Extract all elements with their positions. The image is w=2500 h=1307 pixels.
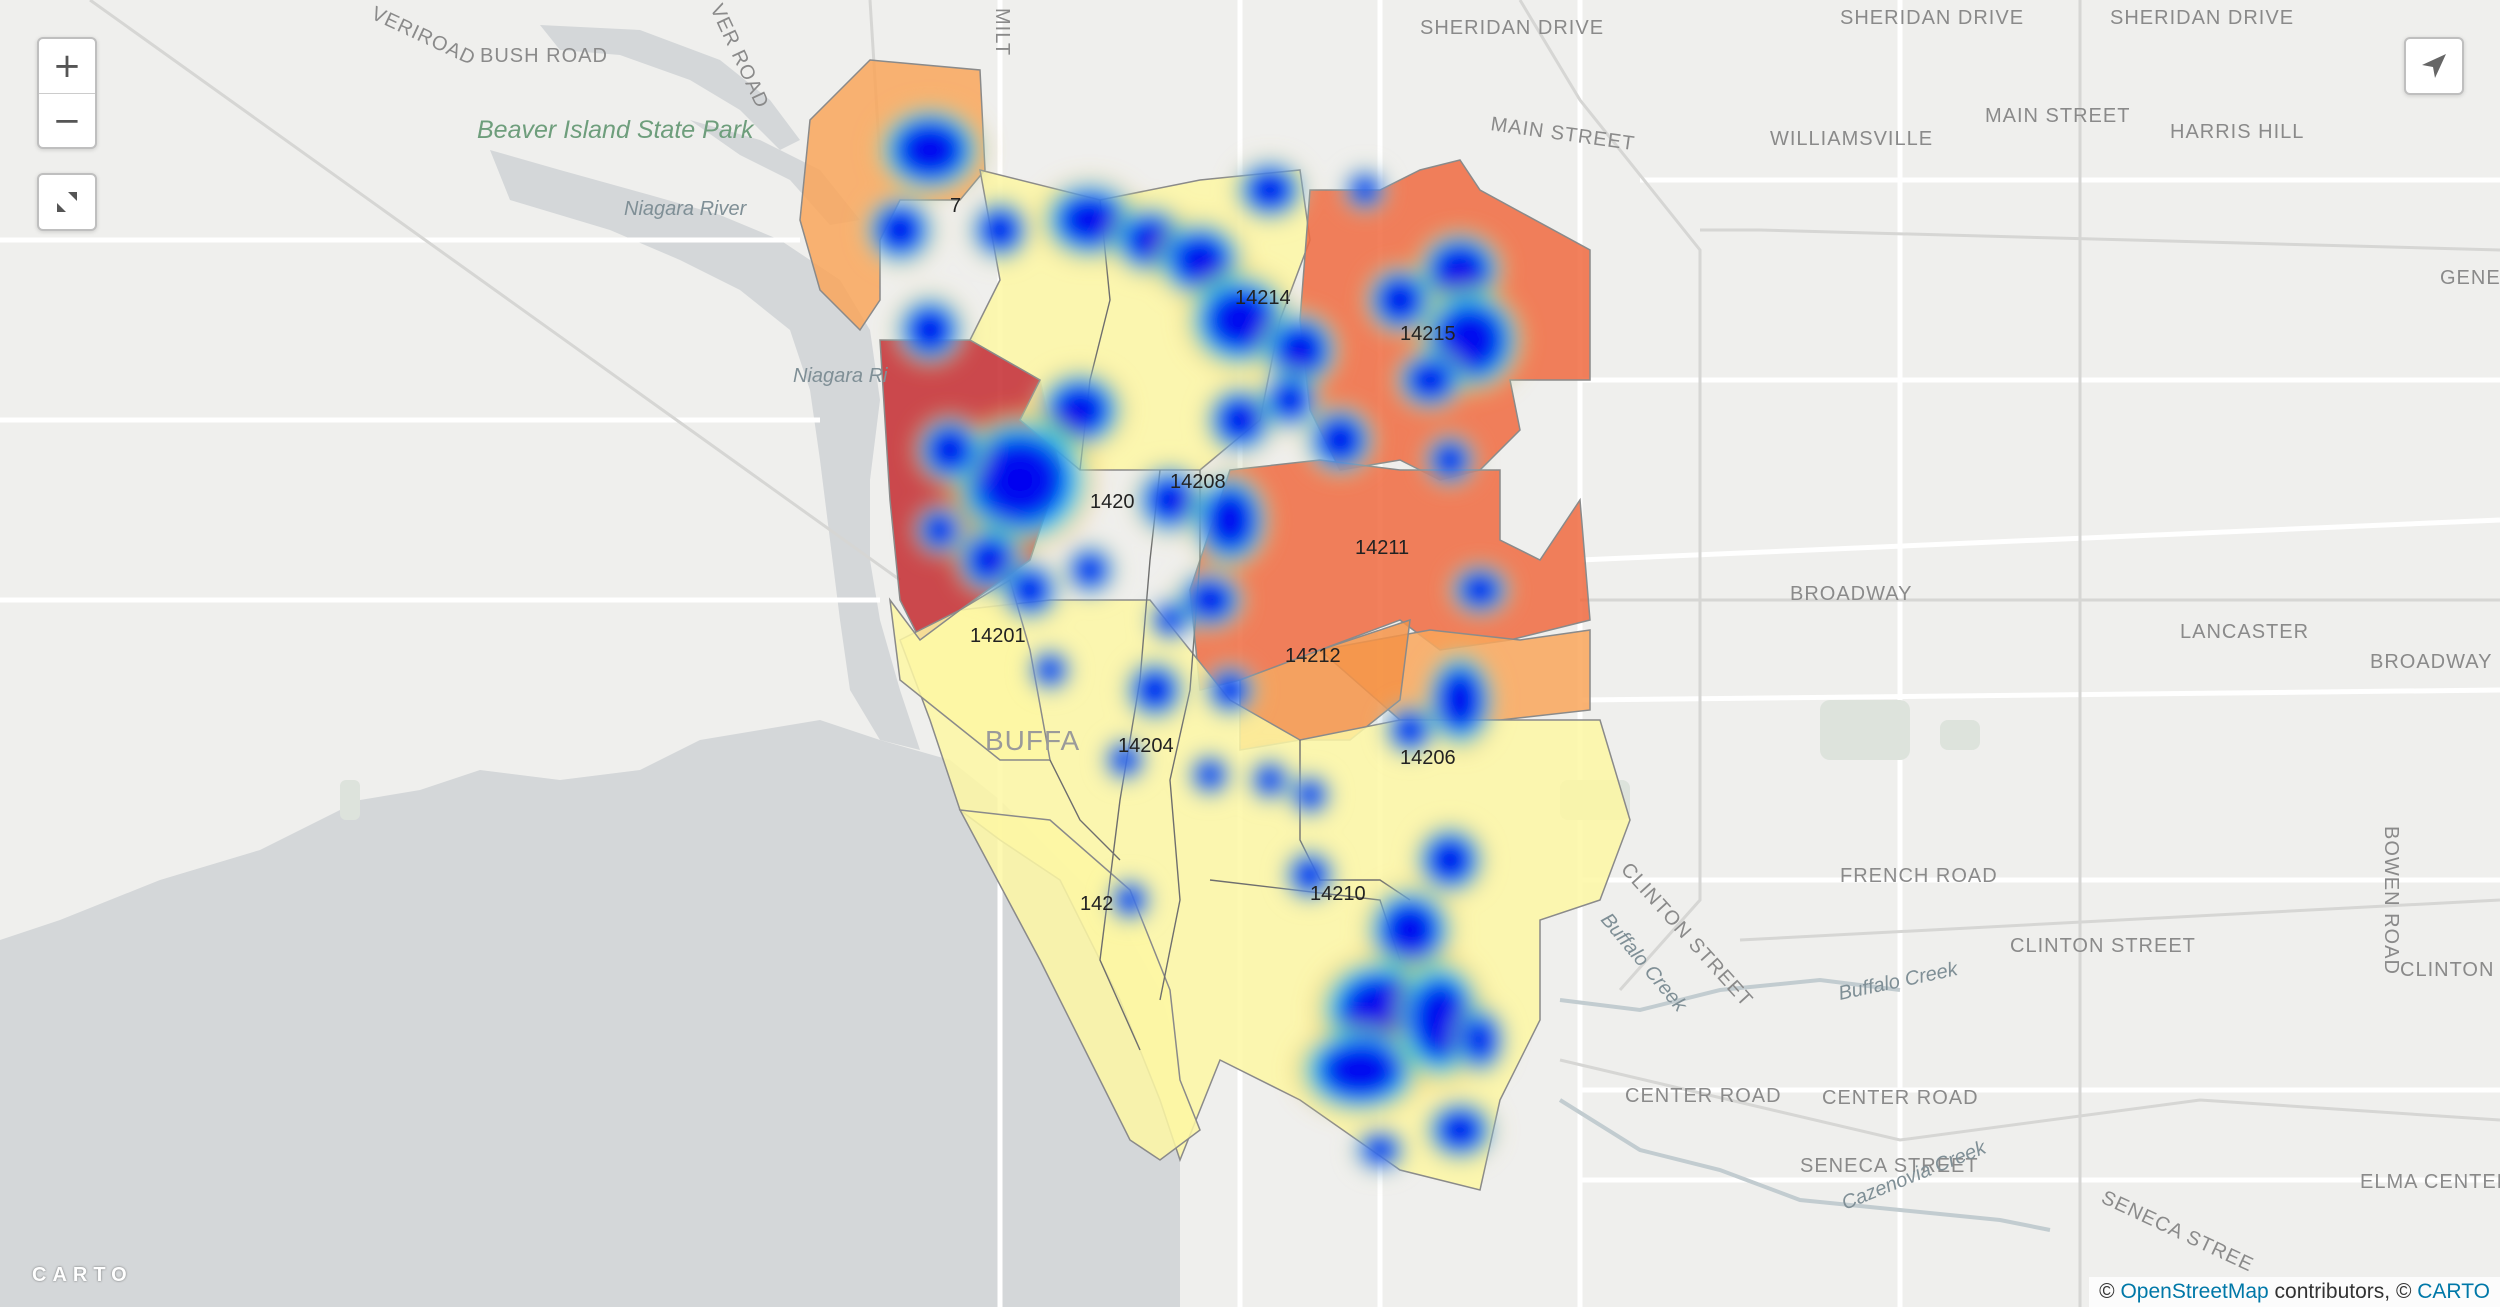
fullscreen-button[interactable] <box>39 175 95 229</box>
zip-labels: 14201 1420 14208 7 14211 14212 14204 142… <box>950 195 1456 915</box>
zoom-out-button[interactable]: − <box>39 93 95 147</box>
fullscreen-icon <box>57 192 77 212</box>
label-french-road: FRENCH ROAD <box>1840 865 1998 887</box>
zip-label-14201: 14201 <box>970 625 1026 647</box>
zip-label-14208: 14208 <box>1170 471 1226 493</box>
fullscreen-control <box>37 173 97 231</box>
attribution-middle: contributors, © <box>2268 1280 2418 1303</box>
label-broadway-2: BROADWAY <box>2370 651 2492 673</box>
label-seneca-1: SENECA STREET <box>1800 1155 1979 1177</box>
niagara-river <box>490 150 920 750</box>
lake-erie <box>0 720 1180 1307</box>
zip-label-14207: 7 <box>950 195 961 217</box>
label-center-road-2: CENTER ROAD <box>1822 1087 1979 1109</box>
label-broadway-1: BROADWAY <box>1790 583 1912 605</box>
label-beaver-island: Beaver Island State Park <box>477 116 755 144</box>
zip-label-14206: 14206 <box>1400 747 1456 769</box>
zip-label-14202: 1420 <box>1090 491 1135 513</box>
label-williamsville: WILLIAMSVILLE <box>1770 128 1933 150</box>
label-center-road-1: CENTER ROAD <box>1625 1085 1782 1107</box>
label-sheridan-2: SHERIDAN DRIVE <box>1840 7 2024 29</box>
label-lancaster: LANCASTER <box>2180 621 2309 643</box>
locate-button[interactable] <box>2406 39 2462 93</box>
park-labels: Beaver Island State Park <box>477 116 755 144</box>
heatmap-layer <box>860 100 1530 1175</box>
zip-label-14211: 14211 <box>1355 537 1409 559</box>
attribution: © OpenStreetMap contributors, © CARTO <box>2089 1277 2500 1307</box>
locate-control <box>2404 37 2464 95</box>
zip-label-14210: 14210 <box>1310 883 1366 905</box>
label-niagara-river-2: Niagara Ri <box>793 365 888 387</box>
zip-label-14212: 14212 <box>1285 645 1341 667</box>
zoom-control: + − <box>37 37 97 149</box>
label-niagara-river-1: Niagara River <box>624 198 748 220</box>
zip-14203-area <box>958 809 1201 1161</box>
zip-label-14203: 142 <box>1080 893 1113 915</box>
label-mil: MILT <box>991 8 1013 56</box>
label-bowen-road: BOWEN ROAD <box>2380 826 2402 975</box>
carto-logo: CARTO <box>32 1264 133 1286</box>
zip-label-14204: 14204 <box>1118 735 1174 757</box>
label-buffalo: BUFFA <box>985 725 1080 756</box>
zoom-in-button[interactable]: + <box>52 46 82 86</box>
attribution-prefix: © <box>2099 1280 2121 1303</box>
label-bush-road: BUSH ROAD <box>480 45 608 67</box>
label-elma-center: ELMA CENTER <box>2360 1171 2500 1193</box>
zip-label-14215: 14215 <box>1400 323 1456 345</box>
label-sheridan-1: SHERIDAN DRIVE <box>1420 17 1604 39</box>
locate-arrow-icon <box>2422 54 2446 78</box>
label-gene: GENE <box>2440 267 2500 289</box>
zip-14201-area <box>888 578 1051 761</box>
carto-link[interactable]: CARTO <box>2417 1280 2490 1303</box>
label-main-2: MAIN STREET <box>1985 105 2130 127</box>
label-clinton-3: CLINTON <box>2400 959 2494 981</box>
label-harris-hill: HARRIS HILL <box>2170 121 2304 143</box>
zip-label-14214: 14214 <box>1235 287 1291 309</box>
label-sheridan-3: SHERIDAN DRIVE <box>2110 7 2294 29</box>
osm-link[interactable]: OpenStreetMap <box>2120 1280 2269 1303</box>
label-clinton-2: CLINTON STREET <box>2010 935 2196 957</box>
